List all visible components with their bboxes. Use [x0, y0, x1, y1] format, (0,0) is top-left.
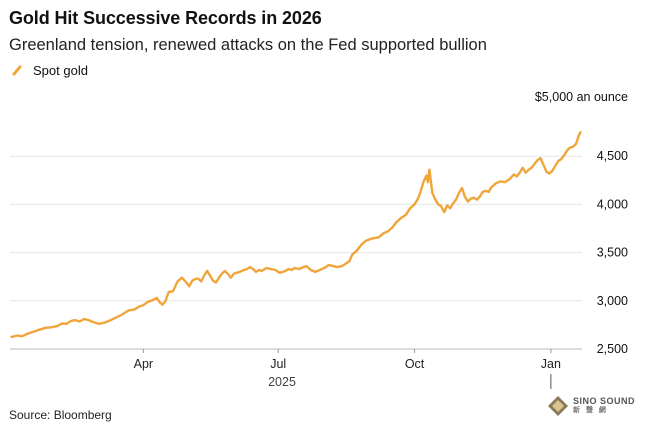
legend-label: Spot gold [33, 63, 88, 78]
x-tick-label: Jan [541, 357, 561, 371]
gridlines [10, 155, 582, 350]
legend: Spot gold [9, 63, 88, 78]
y-axis: 2,500 3,000 3,500 4,000 4,500 [597, 149, 628, 356]
x-axis: Apr Jul Oct Jan [134, 349, 561, 389]
y-unit-note: $5,000 an ounce [535, 90, 628, 104]
watermark-text: SINO SOUND [573, 396, 636, 406]
x-tick-label: Jul [270, 357, 286, 371]
y-tick-label: 4,500 [597, 149, 628, 163]
chart-subtitle: Greenland tension, renewed attacks on th… [9, 36, 487, 54]
x-year-label: 2025 [268, 375, 296, 389]
y-tick-label: 4,000 [597, 197, 628, 211]
y-tick-label: 3,500 [597, 246, 628, 260]
source-note: Source: Bloomberg [9, 408, 112, 422]
spot-gold-line [10, 130, 582, 339]
chart-title: Gold Hit Successive Records in 2026 [9, 8, 322, 28]
watermark-subtext: 新 聲 網 [573, 407, 608, 414]
x-tick-label: Apr [134, 357, 153, 371]
x-tick-label: Oct [405, 357, 425, 371]
diamond-logo-icon [548, 396, 568, 416]
watermark: SINO SOUND 新 聲 網 [548, 396, 635, 416]
y-tick-label: 3,000 [597, 294, 628, 308]
y-tick-label: 2,500 [597, 342, 628, 356]
